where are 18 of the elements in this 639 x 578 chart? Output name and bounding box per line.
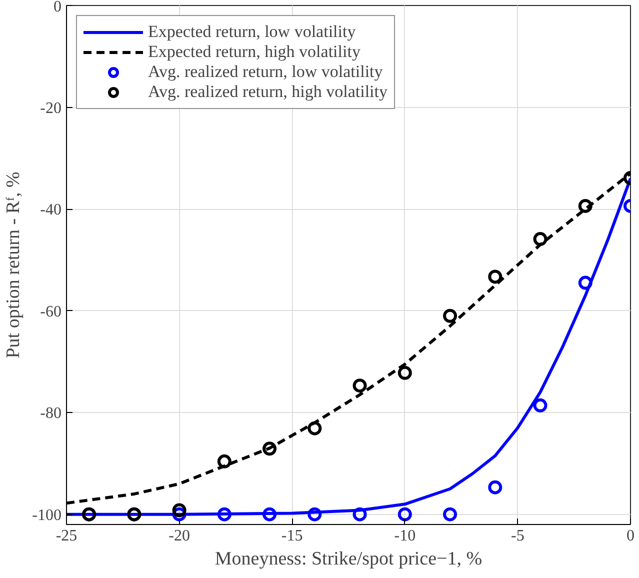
x-tick-label: -25 [56, 528, 78, 544]
x-tick-label: 0 [626, 528, 634, 544]
legend-label: Expected return, low volatility [148, 22, 356, 42]
y-tick-label: -40 [40, 202, 62, 219]
x-axis-title: Moneyness: Strike/spot price−1, % [214, 548, 482, 570]
y-tick-label: -20 [40, 100, 62, 117]
x-tick-label: -15 [281, 528, 303, 544]
legend-label: Expected return, high volatility [148, 42, 360, 62]
x-tick-label: -5 [511, 528, 524, 544]
y-tick-label: -60 [40, 303, 62, 320]
y-tick-label: 0 [54, 0, 62, 16]
legend-label: Avg. realized return, low volatility [148, 62, 383, 82]
x-tick-label: -10 [394, 528, 416, 544]
y-tick-label: -80 [40, 405, 62, 422]
x-tick-label: -20 [168, 528, 190, 544]
y-axis-title: Put option return - Rᶠ, % [3, 172, 24, 358]
legend-label: Avg. realized return, high volatility [148, 82, 388, 102]
y-tick-label: -100 [32, 506, 62, 524]
